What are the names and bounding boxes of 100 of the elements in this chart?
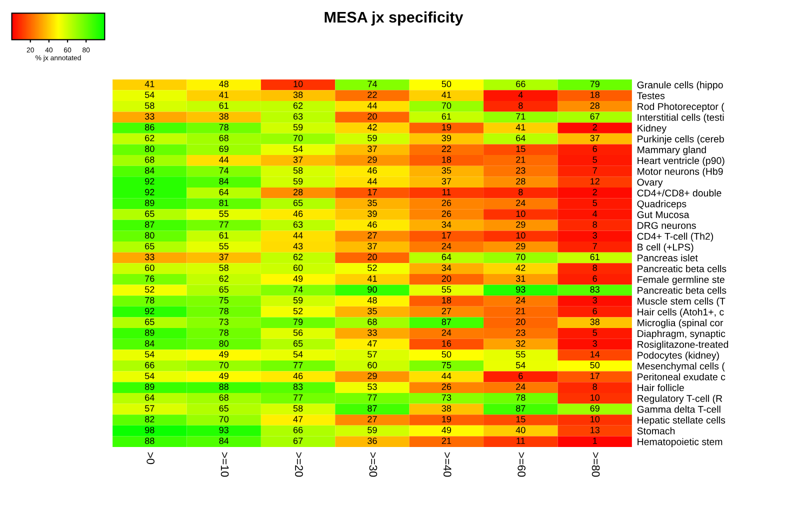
y-tick-label: Hair follicle <box>638 384 684 392</box>
data-label: 46 <box>293 210 303 217</box>
data-label: 18 <box>442 156 452 163</box>
data-label: 83 <box>293 384 303 390</box>
data-label: 7 <box>592 243 597 250</box>
data-label: 5 <box>592 330 597 336</box>
y-tick-label: Gamma delta T-cell <box>637 406 720 413</box>
x-tick-label: >=30 <box>369 452 378 477</box>
data-label: 93 <box>516 286 526 293</box>
data-label: 79 <box>293 318 303 326</box>
data-label: 64 <box>516 134 526 142</box>
data-label: 5 <box>592 200 597 206</box>
data-label: 11 <box>442 189 451 196</box>
data-label: 50 <box>442 80 452 88</box>
data-label: 84 <box>219 178 229 184</box>
data-label: 7 <box>592 167 597 174</box>
data-label: 35 <box>368 308 377 314</box>
data-label: 24 <box>516 200 526 206</box>
data-label: 61 <box>442 113 452 120</box>
y-tick-label: Testes <box>637 92 665 100</box>
data-label: 8 <box>592 264 597 272</box>
data-label: 98 <box>145 426 154 434</box>
data-label: 33 <box>144 113 154 120</box>
y-tick-label: Peritoneal exudate c <box>638 373 726 380</box>
data-label: 59 <box>293 124 303 130</box>
data-label: 19 <box>442 124 452 130</box>
data-label: 89 <box>145 329 154 336</box>
data-label: 90 <box>368 286 377 293</box>
data-label: 3 <box>592 297 597 304</box>
y-tick-label: Pancreatic beta cells <box>638 286 726 294</box>
data-label: 41 <box>442 92 452 98</box>
data-label: 34 <box>442 221 452 228</box>
data-label: 17 <box>368 189 377 196</box>
y-tick-label: Pancreatic beta cells <box>638 265 726 272</box>
data-label: 64 <box>219 188 229 196</box>
data-label: 87 <box>368 405 377 412</box>
data-label: 11 <box>516 438 525 444</box>
y-tick-label: Rosiglitazone-treated <box>638 340 728 350</box>
data-label: 6 <box>592 308 597 314</box>
data-label: 77 <box>293 362 303 368</box>
data-label: 50 <box>442 351 452 358</box>
data-label: 15 <box>516 416 526 422</box>
data-label: 6 <box>592 146 597 152</box>
data-label: 65 <box>293 340 303 347</box>
data-label: 70 <box>293 134 303 142</box>
data-label: 68 <box>145 156 154 163</box>
data-label: 80 <box>145 232 154 239</box>
data-label: 41 <box>219 92 228 98</box>
data-label: 40 <box>516 426 526 434</box>
data-label: 62 <box>145 134 154 142</box>
data-label: 78 <box>219 329 228 336</box>
data-label: 87 <box>145 221 154 228</box>
data-label: 18 <box>590 92 600 98</box>
data-label: 41 <box>367 276 377 282</box>
data-label: 38 <box>590 318 600 326</box>
data-label: 59 <box>293 178 303 184</box>
data-label: 41 <box>144 80 154 88</box>
data-label: 74 <box>368 80 378 88</box>
y-tick-label: Ovary <box>637 178 663 188</box>
data-label: 14 <box>590 351 600 358</box>
y-tick-label: Hair cells (Atoh1+, c <box>638 308 724 318</box>
data-label: 70 <box>219 362 229 368</box>
data-label: 65 <box>293 200 303 206</box>
data-label: 84 <box>145 167 154 174</box>
y-tick-label: Diaphragm, synaptic <box>638 330 726 340</box>
data-label: 37 <box>293 156 303 163</box>
data-label: 58 <box>293 167 303 174</box>
data-label: 29 <box>516 242 526 250</box>
data-label: 66 <box>145 362 154 368</box>
y-tick-label: DRG neurons <box>638 222 696 229</box>
data-label: 27 <box>442 308 452 314</box>
data-label: 87 <box>516 405 526 412</box>
data-label: 65 <box>219 405 228 412</box>
data-label: 58 <box>293 405 303 412</box>
data-label: 81 <box>219 200 228 206</box>
y-tick-label: Interstitial cells (testi <box>638 114 724 123</box>
data-label: 78 <box>516 394 526 401</box>
data-label: 73 <box>219 318 228 326</box>
y-tick-label: Muscle stem cells (T <box>638 298 726 307</box>
data-label: 50 <box>590 362 600 368</box>
y-tick-label: Podocytes (kidney) <box>638 352 719 361</box>
data-label: 27 <box>368 416 377 422</box>
data-label: 61 <box>219 232 228 239</box>
y-tick-label: B cell (+LPS) <box>638 243 694 252</box>
data-label: 80 <box>145 146 154 152</box>
data-label: 79 <box>590 80 600 88</box>
data-label: 6 <box>592 275 597 282</box>
data-label: 89 <box>145 384 154 390</box>
data-label: 46 <box>367 167 377 174</box>
data-label: 16 <box>442 340 452 347</box>
data-label: 86 <box>145 124 154 130</box>
data-label: 65 <box>145 210 154 217</box>
data-label: 75 <box>219 297 228 304</box>
data-label: 88 <box>145 438 154 444</box>
data-label: 46 <box>367 221 377 228</box>
data-label: 44 <box>442 372 452 380</box>
data-label: 52 <box>293 308 303 314</box>
x-tick-label: >=60 <box>518 452 526 477</box>
data-label: 92 <box>145 188 154 196</box>
data-label: 74 <box>219 167 229 174</box>
